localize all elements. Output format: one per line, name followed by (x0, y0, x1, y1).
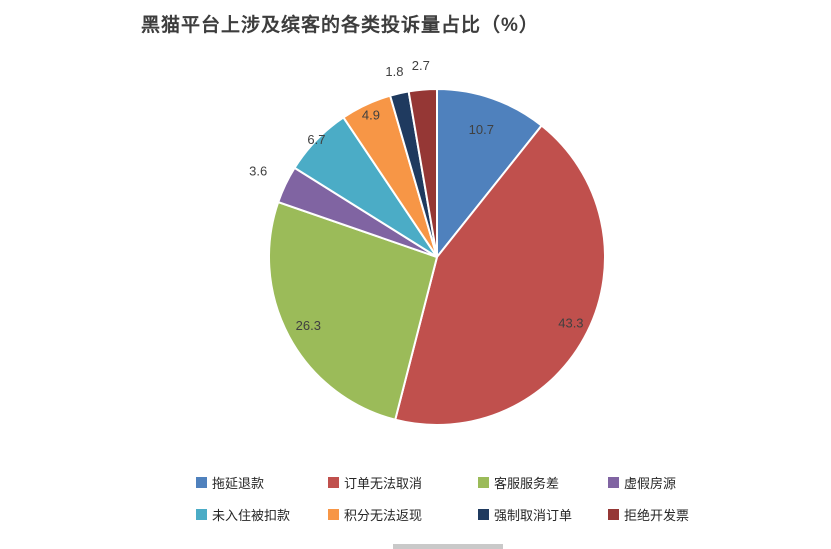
legend-swatch-6 (478, 509, 489, 520)
legend-label-7: 拒绝开发票 (624, 508, 690, 523)
legend-item-0: 拖延退款 (196, 473, 328, 492)
legend-swatch-2 (478, 477, 489, 488)
pie-slice-value-2: 26.3 (296, 318, 321, 333)
legend-label-5: 积分无法返现 (344, 508, 423, 523)
legend-label-2: 客服服务差 (494, 476, 560, 491)
legend-label-6: 强制取消订单 (494, 508, 573, 523)
legend-label-0: 拖延退款 (212, 476, 265, 491)
legend-item-3: 虚假房源 (608, 473, 723, 492)
pie-slice-value-1: 43.3 (558, 316, 583, 331)
legend-swatch-5 (328, 509, 339, 520)
legend-item-4: 未入住被扣款 (196, 505, 328, 524)
partially-visible-bottom-element (393, 544, 503, 549)
legend-label-3: 虚假房源 (624, 476, 677, 491)
pie-slice-2 (268, 200, 439, 421)
legend-item-7: 拒绝开发票 (608, 505, 723, 524)
pie-slice-0 (436, 87, 544, 260)
legend-item-2: 客服服务差 (478, 473, 608, 492)
pie-slice-value-3: 3.6 (249, 164, 267, 179)
legend-swatch-1 (328, 477, 339, 488)
legend-swatch-4 (196, 509, 207, 520)
pie-slice-value-4: 6.7 (307, 132, 325, 147)
legend-item-1: 订单无法取消 (328, 473, 478, 492)
legend-label-4: 未入住被扣款 (212, 508, 291, 523)
pie-slice-value-7: 2.7 (412, 58, 430, 73)
legend: 拖延退款 订单无法取消 客服服务差 虚假房源未入住被扣款 积分无法返现 强制取消订单 拒绝开… (196, 473, 723, 524)
legend-swatch-3 (608, 477, 619, 488)
legend-swatch-0 (196, 477, 207, 488)
chart-title: 黑猫平台上涉及缤客的各类投诉量占比（%） (141, 15, 539, 36)
legend-item-6: 强制取消订单 (478, 505, 608, 524)
legend-item-5: 积分无法返现 (328, 505, 478, 524)
pie-slice-value-5: 4.9 (362, 107, 380, 122)
pie-slice-7 (407, 87, 438, 258)
pie-slice-value-0: 10.7 (469, 122, 494, 137)
pie-slice-1 (394, 124, 606, 426)
legend-label-1: 订单无法取消 (344, 476, 423, 491)
pie-slice-value-6: 1.8 (385, 64, 403, 79)
legend-swatch-7 (608, 509, 619, 520)
